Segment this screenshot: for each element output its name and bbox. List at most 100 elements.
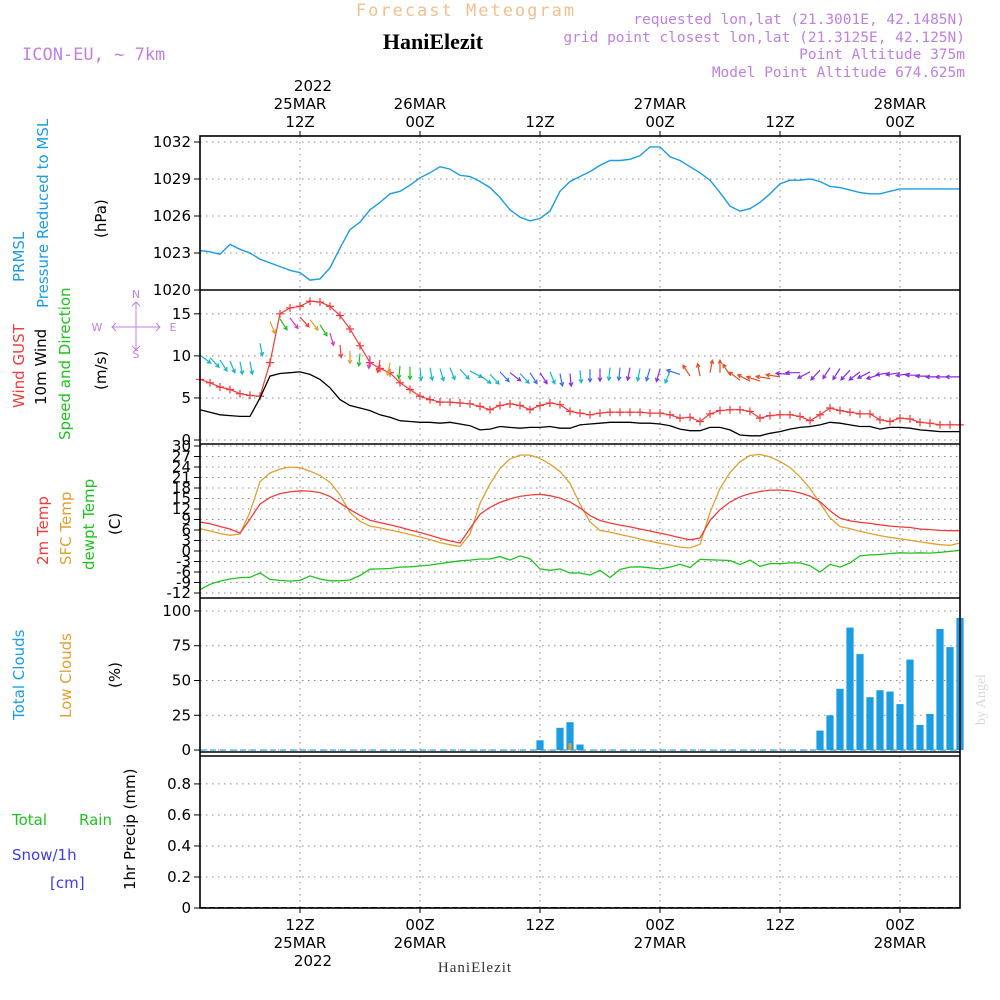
wind-arrow [459,368,470,380]
model-name: ICON-EU, ~ 7km [22,45,165,65]
pressure-point [839,187,841,189]
clouds-ytick-label: 0 [181,741,191,759]
pressure-point [239,248,241,250]
wind-arrow [832,368,841,381]
point-altitude: Point Altitude 375m [799,47,965,63]
cloud-labels: Total Clouds Low Clouds (%) [10,629,124,721]
wind-arrow [587,369,593,384]
wind-ytick-label: 15 [172,305,191,323]
gust-point [516,401,524,410]
gust-point [286,303,294,312]
bottom-date-label: 27MAR [634,934,687,952]
wind-arrow [539,372,548,385]
wind-arrow [385,362,391,377]
pressure-ytick-label: 1020 [153,281,191,299]
temp-ytick-label: -12 [167,584,192,602]
wind-arrow [319,324,328,337]
gust-point [336,311,344,320]
wind-speed-series-line [199,371,960,437]
model-altitude: Model Point Altitude 674.625m [712,65,965,81]
precip-labels: Total Rain Snow/1h [cm] 1hr Precip (mm) [11,769,139,892]
wind-arrow [279,318,288,331]
gust-point [676,414,684,423]
pressure-point [509,209,511,211]
pressure-point [649,146,651,148]
pressure-point [919,188,921,190]
gust-point [266,358,274,367]
pressure-point [629,158,631,160]
precip-total-label: Total [11,811,47,829]
bottom-date-label: 26MAR [394,934,447,952]
gust-point [616,408,624,417]
pressure-point [889,190,891,192]
pressure-point [899,188,901,190]
precip-unit-label: 1hr Precip (mm) [121,769,139,890]
temp-labels: 2m Temp SFC Temp dewpt Temp (C) [34,479,124,570]
pressure-point [349,228,351,231]
pressure-point [659,146,661,148]
bottom-date-label: 28MAR [874,934,927,952]
gust-point [566,407,574,416]
gust-point [446,398,454,407]
pressure-msl-label: Pressure Reduced to MSL [34,118,52,308]
gust-point [866,409,874,418]
pressure-series-line [199,146,960,281]
compass-e: E [170,321,177,334]
gust-point [406,385,414,394]
pressure-labels: PRMSL Pressure Reduced to MSL (hPa) [10,118,110,308]
total-cloud-bar [856,654,864,751]
gust-point [906,414,914,423]
chart-title: Forecast Meteogram [356,1,576,21]
precip-ytick-label: 0.6 [167,806,191,824]
pressure-point [329,267,331,269]
wind-arrow [249,361,255,376]
gust-point [926,419,934,428]
gust-point [436,398,444,407]
gust-point [246,391,254,400]
gust-point [796,412,804,421]
gust-point [806,416,814,425]
temp-ytick-label: 30 [172,437,191,455]
bottom-time-label: 12Z [525,916,554,934]
gust-point [506,399,514,408]
gust-point [596,409,604,418]
pressure-point [419,177,421,179]
pressure-point [759,201,761,204]
top-date-label: 28MAR [874,95,927,113]
wind-arrow [407,366,413,381]
wind-arrow [736,374,751,382]
pressure-point [259,258,261,260]
temp-ytick-label: 27 [172,448,191,466]
gust-point [226,385,234,394]
wind-arrow [209,357,220,369]
prmsl-label: PRMSL [10,231,28,282]
wind-arrow [784,370,800,376]
gust-point [606,408,614,417]
top-time-label: 12Z [765,113,794,131]
total-cloud-bar [536,740,544,750]
total-cloud-bar [866,697,874,751]
pressure-point [799,179,801,181]
pressure-point [429,172,431,174]
pressure-point [829,185,831,187]
low-cloud-bar [568,743,572,751]
gust-point [826,404,834,413]
pressure-point [249,252,251,254]
compass-rose-icon [111,301,161,351]
pressure-point [689,166,691,168]
pressure-point [209,251,211,253]
gust-point [776,410,784,419]
temp-ytick-label: 24 [172,458,191,476]
wind-arrow [754,374,771,380]
clouds-ytick-label: 50 [172,672,191,690]
total-cloud-bar [846,627,854,750]
pressure-point [709,179,711,181]
clouds-panel: 0 25 50 75 100 [162,598,964,759]
total-cloud-bar [886,691,894,750]
pressure-point [869,193,871,195]
gust-point [556,400,564,409]
cloud-unit-label: (%) [106,662,124,688]
precip-ytick-label: 0 [181,899,191,917]
